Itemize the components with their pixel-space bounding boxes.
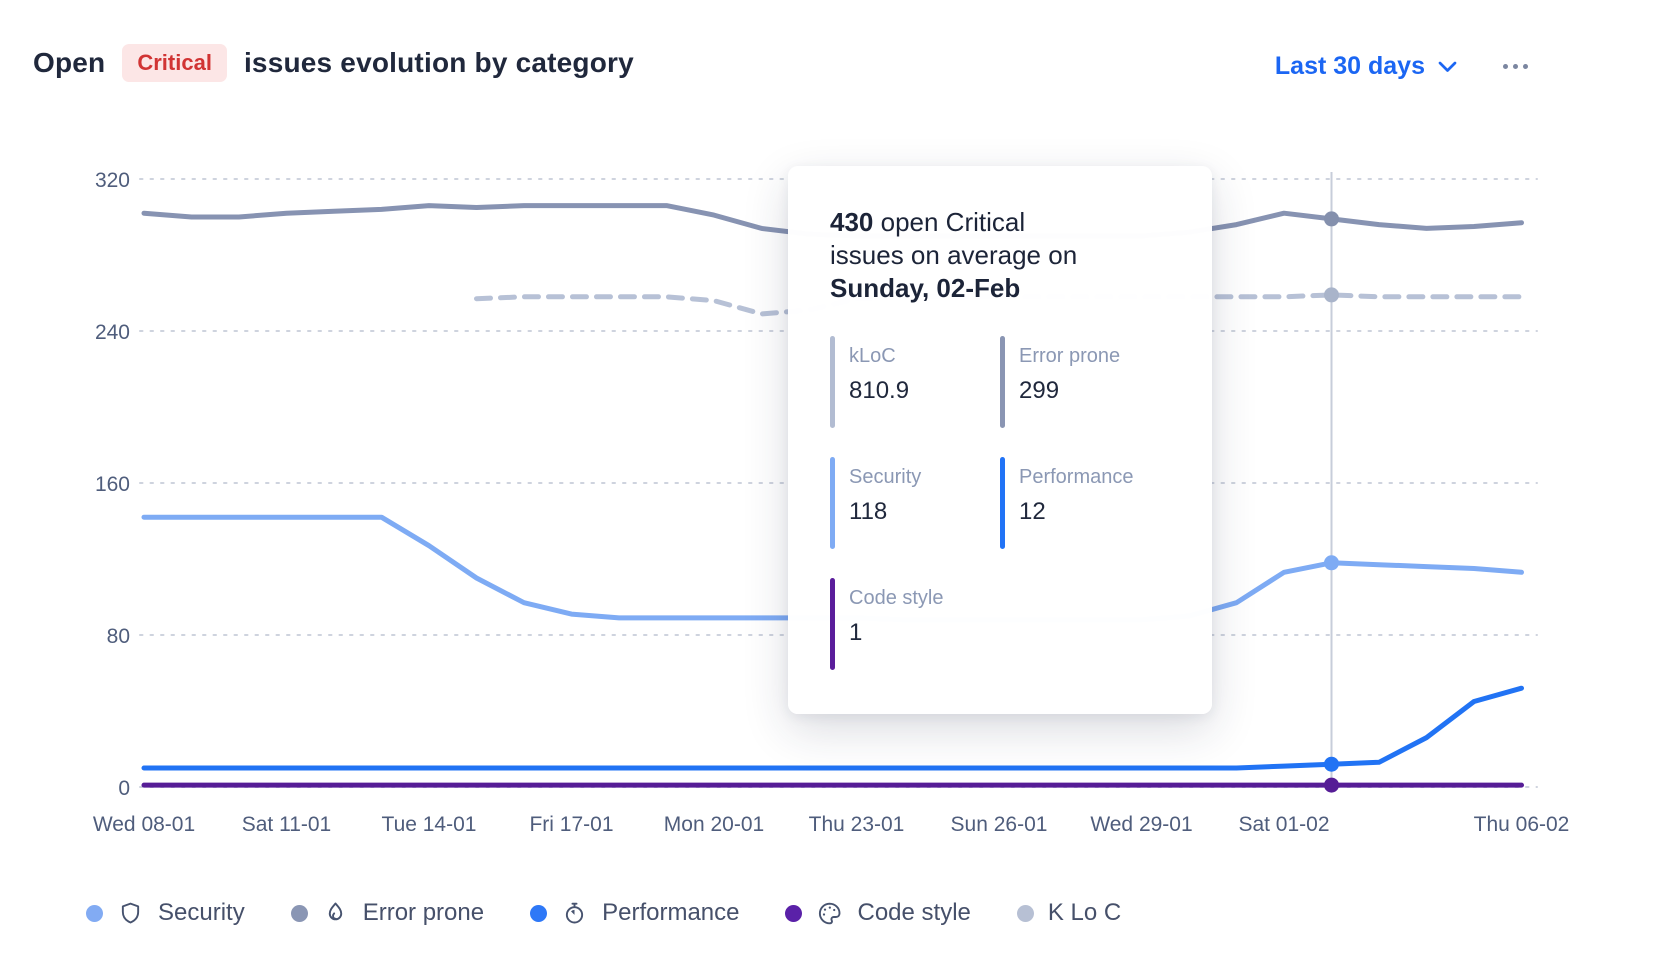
- stat-value: 810.9: [849, 377, 910, 404]
- shield-icon: [121, 902, 140, 923]
- legend-label: Performance: [602, 899, 740, 926]
- legend-label: Code style: [857, 899, 971, 926]
- y-tick-0: 0: [118, 777, 130, 800]
- legend-dot: [86, 904, 103, 922]
- ellipsis-icon: [1503, 64, 1508, 69]
- y-tick-160: 160: [95, 473, 130, 496]
- date-range-label: Last 30 days: [1274, 52, 1425, 80]
- page-title-rest: issues evolution by category: [243, 47, 634, 78]
- y-tick-320: 320: [95, 169, 130, 192]
- x-tick: Tue 14-01: [382, 813, 477, 836]
- legend-item-security[interactable]: Security: [86, 899, 245, 927]
- flame-icon: [328, 902, 342, 920]
- legend-dot: [785, 904, 803, 922]
- stat-color-bar: [830, 336, 835, 428]
- tooltip-stat-security: Security 118: [830, 457, 1000, 549]
- stat-label: Performance: [1019, 466, 1134, 488]
- tooltip-stat-performance: Performance 12: [1000, 457, 1170, 549]
- tooltip-subtext: issues on average on: [830, 240, 1078, 270]
- cursor-dot-k-lo-c: [1324, 287, 1339, 303]
- stat-label: Code style: [849, 587, 944, 609]
- legend-dot: [290, 904, 308, 922]
- cursor-dot-performance: [1324, 756, 1339, 772]
- x-tick: Sun 26-01: [951, 813, 1048, 836]
- stat-color-bar: [830, 578, 835, 670]
- x-tick: Mon 20-01: [664, 813, 764, 836]
- stat-color-bar: [1000, 336, 1005, 428]
- legend-label: K Lo C: [1047, 899, 1122, 926]
- y-tick-80: 80: [107, 625, 130, 648]
- legend-label: Security: [158, 899, 245, 926]
- stat-value: 118: [849, 498, 888, 525]
- x-tick: Thu 23-01: [809, 813, 905, 836]
- legend-item-performance[interactable]: Performance: [530, 899, 739, 927]
- stopwatch-icon: [565, 902, 584, 923]
- x-tick: Wed 08-01: [93, 813, 195, 836]
- x-tick: Sat 11-01: [242, 813, 332, 836]
- chart-tooltip: 430 open Critical issues on average on S…: [788, 166, 1212, 714]
- palette-icon: [819, 902, 841, 924]
- series-line-performance: [141, 685, 1524, 771]
- stat-label: Error prone: [1019, 345, 1121, 367]
- cursor-dot-code-style: [1324, 777, 1339, 793]
- date-range-selector[interactable]: Last 30 days: [1273, 48, 1459, 85]
- legend-item-error-prone[interactable]: Error prone: [290, 899, 485, 927]
- stat-label: kLoC: [849, 345, 896, 367]
- tooltip-stats: kLoC 810.9 Error prone 299 Security 118 Perfor…: [830, 336, 1176, 670]
- chart-legend: Security Error prone Performance Code style…: [86, 892, 1121, 934]
- chevron-down-icon: [1438, 61, 1457, 72]
- x-tick: Thu 06-02: [1474, 813, 1570, 836]
- header-controls: Last 30 days: [1273, 48, 1530, 85]
- stat-color-bar: [830, 457, 835, 549]
- page-title-open: Open: [33, 47, 106, 78]
- stat-value: 1: [849, 619, 863, 646]
- legend-dot: [1016, 904, 1034, 922]
- tooltip-total: 430: [830, 207, 874, 237]
- y-tick-240: 240: [95, 321, 130, 344]
- legend-item-k-lo-c[interactable]: K Lo C: [1016, 899, 1122, 927]
- stat-label: Security: [849, 466, 922, 488]
- tooltip-heading: 430 open Critical issues on average on S…: [830, 206, 1176, 305]
- stat-color-bar: [1000, 457, 1005, 549]
- tooltip-stat-code-style: Code style 1: [830, 578, 1000, 670]
- x-tick: Sat 01-02: [1238, 813, 1329, 836]
- tooltip-stat-kloc: kLoC 810.9: [830, 336, 1000, 428]
- chart-header: Open Critical issues evolution by catego…: [33, 44, 634, 82]
- stat-value: 12: [1019, 498, 1046, 525]
- more-menu-button[interactable]: [1501, 56, 1530, 77]
- severity-badge: Critical: [122, 44, 227, 82]
- cursor-dot-security: [1324, 555, 1339, 571]
- cursor-dot-error-prone: [1324, 211, 1339, 227]
- legend-dot: [530, 904, 548, 922]
- legend-item-code-style[interactable]: Code style: [785, 899, 971, 927]
- stat-value: 299: [1019, 377, 1060, 404]
- legend-label: Error prone: [362, 899, 485, 926]
- x-tick: Fri 17-01: [529, 813, 613, 836]
- tooltip-date: Sunday, 02-Feb: [830, 273, 1021, 303]
- x-tick: Wed 29-01: [1090, 813, 1192, 836]
- tooltip-stat-error-prone: Error prone 299: [1000, 336, 1170, 428]
